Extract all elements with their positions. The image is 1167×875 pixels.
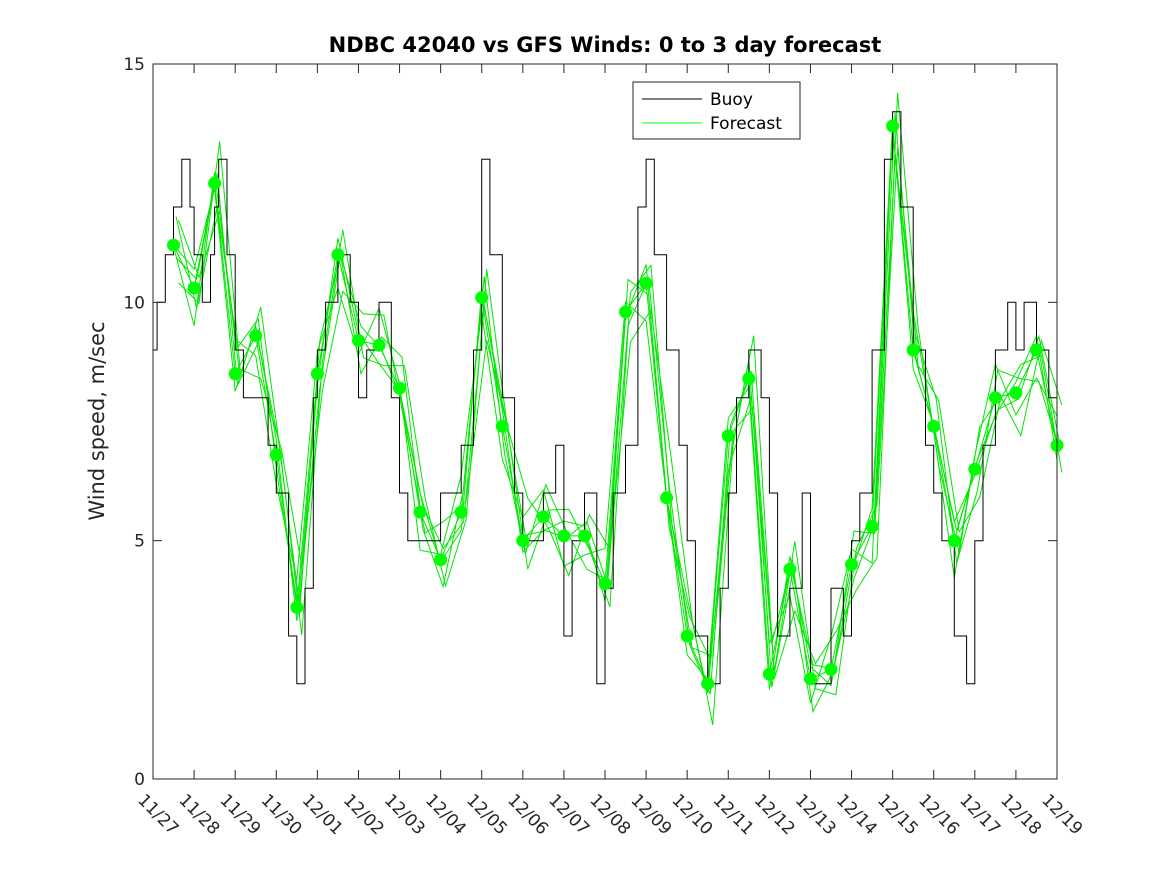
forecast-point bbox=[557, 529, 571, 543]
forecast-point bbox=[372, 338, 386, 352]
legend: Buoy Forecast bbox=[632, 81, 801, 140]
y-axis-label: Wind speed, m/sec bbox=[85, 321, 109, 520]
forecast-point bbox=[701, 677, 715, 691]
forecast-point bbox=[906, 343, 920, 357]
forecast-point bbox=[310, 367, 324, 381]
forecast-point bbox=[742, 372, 756, 386]
forecast-point bbox=[187, 281, 201, 295]
forecast-point bbox=[865, 519, 879, 533]
chart-title: NDBC 42040 vs GFS Winds: 0 to 3 day fore… bbox=[329, 33, 882, 57]
forecast-point bbox=[578, 529, 591, 543]
y-axis-ticks: 0 5 10 15 bbox=[123, 55, 1057, 790]
forecast-point bbox=[228, 367, 242, 381]
forecast-point bbox=[249, 329, 263, 343]
forecast-point bbox=[783, 562, 797, 576]
legend-box bbox=[632, 81, 801, 140]
forecast-point bbox=[434, 553, 448, 567]
forecast-point bbox=[1009, 386, 1023, 400]
forecast-point bbox=[454, 505, 468, 519]
forecast-point bbox=[824, 662, 838, 676]
y-tick-label: 5 bbox=[134, 532, 145, 552]
forecast-markers bbox=[167, 119, 1064, 691]
forecast-point bbox=[886, 119, 900, 133]
forecast-point bbox=[208, 176, 222, 190]
forecast-point bbox=[804, 672, 817, 686]
forecast-point bbox=[290, 600, 304, 614]
forecast-point bbox=[721, 429, 735, 443]
forecast-point bbox=[167, 238, 180, 252]
forecast-trace-1 bbox=[173, 125, 1058, 684]
buoy-line bbox=[153, 111, 1058, 685]
series-layer bbox=[153, 92, 1063, 725]
forecast-point bbox=[331, 248, 345, 262]
y-tick-label: 0 bbox=[134, 770, 145, 790]
forecast-trace-7 bbox=[173, 131, 1058, 703]
forecast-point bbox=[845, 558, 858, 571]
forecast-point bbox=[639, 276, 653, 290]
y-tick-label: 10 bbox=[123, 293, 145, 313]
forecast-point bbox=[536, 510, 550, 524]
forecast-point bbox=[413, 505, 427, 519]
forecast-trace-6 bbox=[178, 92, 1063, 725]
forecast-point bbox=[1030, 343, 1043, 357]
forecast-point bbox=[762, 667, 776, 681]
forecast-point bbox=[988, 391, 1002, 405]
forecast-point bbox=[495, 419, 509, 433]
forecast-point bbox=[968, 462, 982, 476]
forecast-point bbox=[927, 419, 941, 433]
forecast-point bbox=[680, 629, 694, 643]
forecast-point bbox=[660, 491, 674, 505]
forecast-point bbox=[393, 381, 406, 395]
y-tick-label: 15 bbox=[123, 55, 145, 75]
forecast-point bbox=[598, 577, 612, 591]
forecast-trace-4 bbox=[173, 122, 1058, 690]
forecast-trace-5 bbox=[175, 112, 1060, 695]
forecast-point bbox=[947, 534, 961, 548]
forecast-point bbox=[475, 291, 489, 305]
forecast-point bbox=[516, 534, 530, 548]
legend-buoy-label: Buoy bbox=[710, 90, 753, 110]
legend-forecast-label: Forecast bbox=[710, 114, 782, 134]
forecast-point bbox=[619, 305, 632, 319]
forecast-point bbox=[352, 334, 365, 347]
forecast-point bbox=[269, 448, 283, 462]
